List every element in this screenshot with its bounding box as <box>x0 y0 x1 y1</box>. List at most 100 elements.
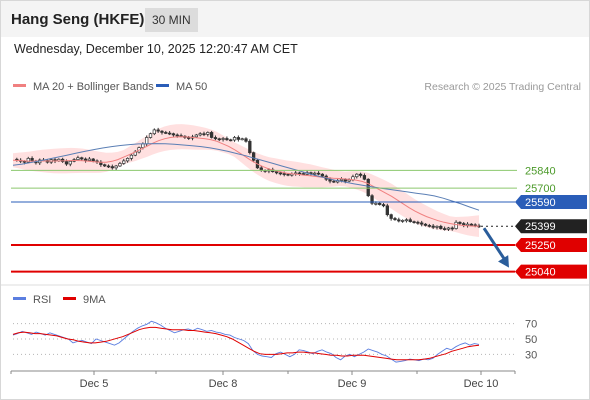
rsi-axis-label: 30 <box>525 349 537 361</box>
candle <box>68 160 72 167</box>
candle <box>248 139 252 155</box>
candle <box>435 225 439 230</box>
candle <box>125 157 130 163</box>
candle <box>370 194 374 206</box>
candle <box>160 130 164 135</box>
level-label: 25399 <box>525 221 556 233</box>
ma20-legend-label: MA 20 + Bollinger Bands <box>33 81 154 93</box>
level-last-price: 25399 <box>481 219 587 234</box>
candle <box>80 156 84 161</box>
projection-arrow-line <box>482 227 508 263</box>
candle <box>171 132 176 137</box>
rsi-ma-line <box>12 326 480 361</box>
rsi-ma-legend-label: 9MA <box>83 294 106 306</box>
chart-header: Hang Seng (HKFE) 30 MIN <box>1 1 589 37</box>
x-tick-label: Dec 10 <box>464 378 499 390</box>
projection-arrow <box>482 227 509 268</box>
candle <box>213 135 218 141</box>
candle <box>206 131 210 137</box>
candle <box>103 163 107 167</box>
candle <box>83 157 88 163</box>
ma20-legend-swatch <box>13 84 26 87</box>
level-label: 25840 <box>525 165 556 177</box>
candle <box>240 137 244 141</box>
rsi-panel: 70 50 30 <box>13 319 537 361</box>
rsi-axis-label: 50 <box>525 334 537 346</box>
candle <box>87 156 92 162</box>
candle <box>118 161 122 167</box>
rsi-legend-swatch <box>13 297 26 300</box>
ma50-line <box>12 143 480 211</box>
candle <box>167 131 172 136</box>
candle <box>114 164 118 171</box>
candle <box>229 138 233 142</box>
candle <box>225 136 229 141</box>
candle <box>393 216 397 221</box>
x-axis-ticks: Dec 5 Dec 8 Dec 9 Dec 10 <box>10 371 516 390</box>
candle <box>442 226 447 231</box>
x-tick-label: Dec 9 <box>338 378 367 390</box>
level-label: 25590 <box>525 197 556 209</box>
candle <box>408 217 412 223</box>
projection-arrow-head <box>498 255 509 268</box>
candle <box>156 127 160 133</box>
candle <box>446 226 451 231</box>
level-pivot: 25590 <box>11 195 587 210</box>
candle <box>202 131 206 137</box>
candle <box>420 220 424 227</box>
candle <box>389 213 393 221</box>
candle <box>110 164 114 170</box>
rsi-legend-label: RSI <box>33 294 51 306</box>
candle <box>316 171 321 176</box>
candle <box>404 218 409 223</box>
candle <box>194 133 198 138</box>
candle <box>381 203 386 208</box>
candle <box>332 180 336 184</box>
candle <box>397 217 401 223</box>
legend: MA 20 + Bollinger Bands MA 50 Research ©… <box>13 81 581 93</box>
candle <box>355 173 359 179</box>
candle <box>358 172 363 178</box>
candle <box>378 202 382 206</box>
price-levels: 25840 25700 25590 25399 25250 25040 <box>11 165 587 279</box>
candle <box>458 221 462 225</box>
candle <box>412 220 416 224</box>
candle <box>26 156 30 164</box>
candle <box>251 151 256 163</box>
source-credit: Research © 2025 Trading Central <box>424 81 581 93</box>
level-resistance: 25700 <box>11 183 556 195</box>
candle <box>232 135 237 142</box>
x-tick-label: Dec 8 <box>209 378 238 390</box>
timeframe-badge[interactable]: 30 MIN <box>145 8 198 32</box>
candle <box>469 223 474 226</box>
candle <box>400 219 405 223</box>
candle <box>129 153 134 161</box>
candle <box>297 171 302 176</box>
candle <box>236 135 241 142</box>
candle <box>209 130 214 139</box>
bollinger-band <box>13 124 479 237</box>
candle <box>148 132 153 139</box>
rsi-legend: RSI 9MA <box>13 294 106 306</box>
candle <box>106 164 111 168</box>
candle <box>152 128 156 136</box>
candle <box>164 130 168 135</box>
rsi-ma-legend-swatch <box>63 297 76 300</box>
candle <box>122 158 126 165</box>
x-tick-label: Dec 5 <box>80 378 109 390</box>
candle <box>423 223 428 227</box>
ma20-line <box>12 136 479 227</box>
candle <box>362 173 367 181</box>
level-support: 25250 <box>11 238 587 253</box>
level-resistance: 25840 <box>11 165 556 177</box>
candle <box>439 224 443 230</box>
level-label: 25040 <box>525 267 556 279</box>
candle <box>385 203 389 217</box>
candle <box>431 224 435 230</box>
candle <box>416 220 420 225</box>
ma50-legend-label: MA 50 <box>176 81 207 93</box>
candle <box>244 137 248 143</box>
level-support: 25040 <box>11 264 587 279</box>
